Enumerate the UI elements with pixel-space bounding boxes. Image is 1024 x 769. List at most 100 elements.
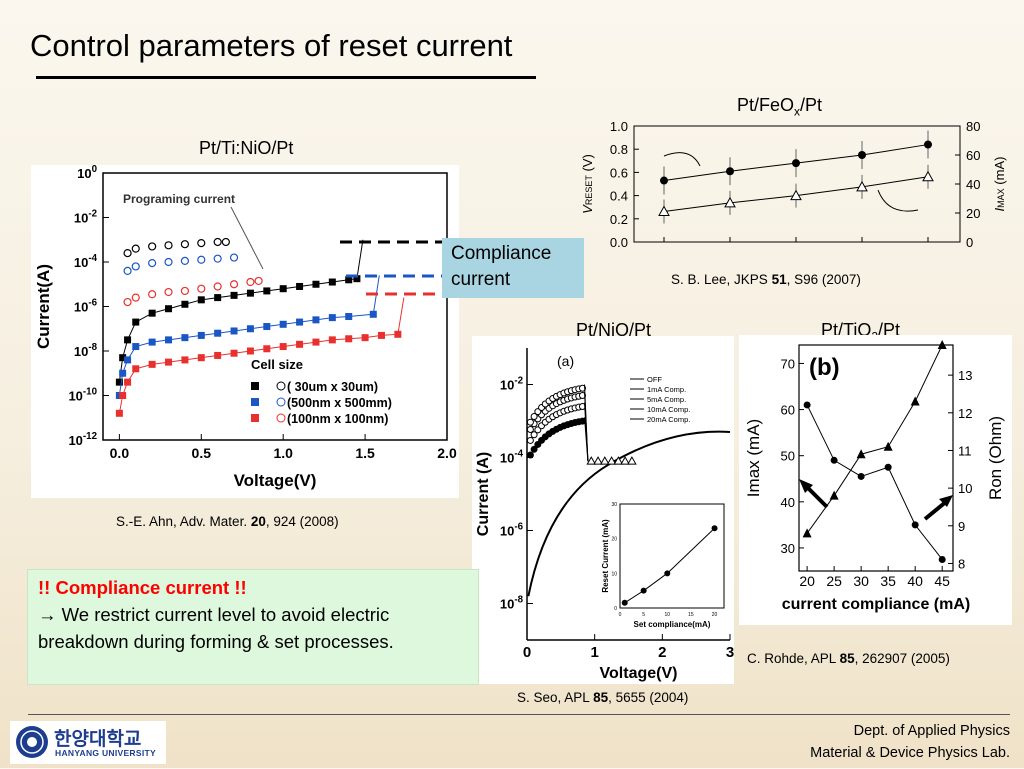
title-underline <box>36 76 536 79</box>
tinio-point <box>345 276 353 284</box>
tio2-arrow-left-head <box>799 479 813 493</box>
tinio-legend-title: Cell size <box>251 357 303 372</box>
tinio-point <box>328 314 336 322</box>
tio2-right-tick-label: 11 <box>958 443 972 458</box>
feox-left-tick-label: 0.6 <box>610 165 628 180</box>
tinio-point <box>296 318 304 326</box>
nio-off-point <box>586 456 597 465</box>
nio-x-axis-label: Voltage(V) <box>600 665 678 682</box>
nio-y-tick-label: 10-6 <box>500 522 524 539</box>
feox-citation: S. B. Lee, JKPS 51, S96 (2007) <box>671 272 861 287</box>
tio2-imax-point <box>830 456 838 464</box>
tinio-point <box>214 294 222 302</box>
nio-citation-vol: 85 <box>593 690 609 705</box>
tio2-ron-line <box>806 344 943 534</box>
tio2-ron-point <box>910 396 920 406</box>
tio2-ron-point <box>937 340 947 349</box>
tio2-right-tick-label: 9 <box>958 519 965 534</box>
tio2-right-tick-label: 8 <box>958 556 965 571</box>
tinio-point <box>312 280 320 288</box>
nio-y-tick-label: 10-2 <box>500 376 524 393</box>
tinio-legend-marker <box>251 398 259 406</box>
tinio-point <box>124 336 132 344</box>
tio2-imax-line <box>806 404 943 560</box>
tio2-citation-post: , 262907 (2005) <box>854 651 950 666</box>
nio-inset-line <box>624 527 715 604</box>
notice-heading: !! Compliance current !! <box>38 577 247 598</box>
tinio-point <box>279 285 287 293</box>
tinio-annotation-arrow <box>230 206 264 270</box>
tio2-x-tick-label: 25 <box>826 573 842 589</box>
tinio-x-tick-label: 0.5 <box>192 445 212 461</box>
tinio-point <box>124 356 132 364</box>
tinio-compliance-jump <box>356 239 364 279</box>
tinio-point <box>296 340 304 348</box>
tinio-open-point <box>148 242 157 251</box>
tinio-figure-label: Pt/Ti:NiO/Pt <box>199 138 294 158</box>
nio-comp-point <box>578 384 586 392</box>
tinio-point <box>115 409 123 417</box>
tio2-imax-point <box>911 521 919 529</box>
tinio-open-point <box>254 276 263 286</box>
tinio-open-point <box>180 256 190 265</box>
tio2-citation: C. Rohde, APL 85, 262907 (2005) <box>747 651 950 666</box>
tinio-open-point <box>164 287 173 297</box>
tio2-x-tick-label: 35 <box>880 573 896 589</box>
tinio-point <box>197 331 205 339</box>
tinio-point <box>197 296 205 304</box>
tio2-panel-tag: (b) <box>809 354 840 381</box>
compliance-dashes <box>340 240 442 296</box>
tinio-legend-open-marker <box>276 397 286 407</box>
footer-affiliation: Dept. of Applied Physics Material & Devi… <box>810 720 1010 764</box>
tinio-open-point <box>123 266 132 276</box>
tinio-point <box>214 351 222 359</box>
tinio-x-tick-label: 1.0 <box>273 445 293 461</box>
footer-divider <box>28 714 1010 715</box>
tinio-point <box>377 331 385 339</box>
footer-lab: Material & Device Physics Lab. <box>810 745 1010 761</box>
feox-imax-point <box>856 180 868 192</box>
logo-english-text: HANYANG UNIVERSITY <box>55 748 156 758</box>
tinio-point <box>279 320 287 328</box>
feox-right-tick-label: 20 <box>966 206 980 221</box>
nio-x-tick-label: 3 <box>726 644 734 661</box>
feox-vreset-point <box>858 151 866 159</box>
tinio-x-axis-label: Voltage(V) <box>234 471 317 490</box>
tio2-left-tick-label: 60 <box>781 403 795 418</box>
notice-arrow-icon: → <box>38 604 57 625</box>
nio-chart: 0 1 2 3 10-2 10-4 10-6 10-8 (a) Voltage(V) Current… <box>475 348 734 682</box>
tio2-citation-pre: C. Rohde, APL <box>747 651 840 666</box>
tio2-imax-point <box>884 463 892 471</box>
tinio-x-tick-label: 0.0 <box>110 445 130 461</box>
nio-reset-drop <box>584 384 589 462</box>
compliance-callout-line1: Compliance <box>451 243 552 264</box>
nio-inset-x-label: Set compliance(mA) <box>634 620 711 629</box>
tinio-point <box>345 313 353 321</box>
tio2-ron-point <box>856 449 866 459</box>
tinio-open-point <box>197 238 206 248</box>
nio-inset-x-tick: 10 <box>664 612 670 618</box>
feox-imax-point <box>790 189 802 201</box>
feox-right-tick-label: 80 <box>966 119 980 134</box>
feox-imax-point <box>922 170 934 182</box>
nio-panel-tag: (a) <box>557 353 574 369</box>
tio2-x-tick-label: 45 <box>934 573 950 589</box>
tinio-point <box>148 309 156 317</box>
tinio-legend-label: (500nm x 500mm) <box>287 396 392 410</box>
slide-title: Control parameters of reset current <box>30 28 513 63</box>
tinio-point <box>124 378 132 386</box>
feox-figure-label: Pt/FeOx/Pt <box>737 95 822 119</box>
tio2-ron-point <box>802 528 812 538</box>
tinio-legend-open-marker <box>276 413 286 423</box>
nio-x-tick-label: 1 <box>590 644 598 661</box>
tinio-point <box>119 354 127 362</box>
tio2-left-tick-label: 30 <box>781 541 795 556</box>
tio2-arrow-right-head <box>939 495 953 507</box>
tinio-open-point <box>197 284 206 293</box>
nio-comp-point <box>530 412 538 420</box>
feox-label-pre: Pt/FeO <box>737 95 795 115</box>
tio2-imax-point <box>803 401 811 409</box>
feox-right-tick-label: 40 <box>966 177 980 192</box>
feox-left-tick-label: 0.0 <box>610 235 628 250</box>
tinio-point <box>165 336 173 344</box>
